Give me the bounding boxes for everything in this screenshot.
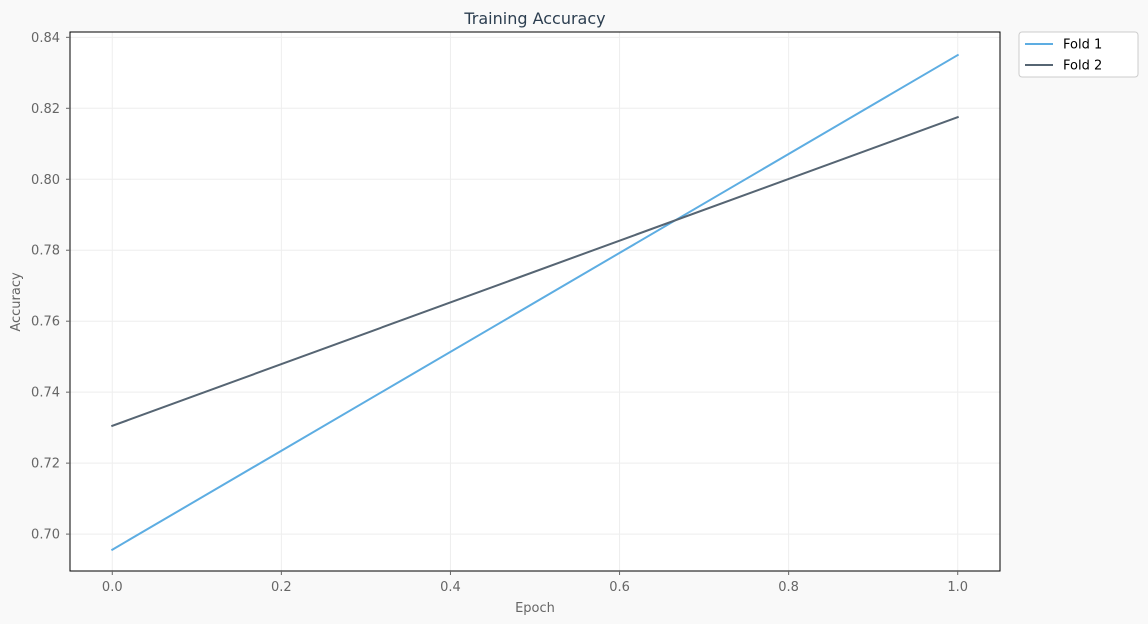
x-tick-label: 1.0 xyxy=(947,580,968,595)
x-axis-ticks: 0.0 0.2 0.4 0.6 0.8 1.0 xyxy=(102,571,968,595)
x-tick-label: 0.0 xyxy=(102,580,123,595)
y-tick-label: 0.80 xyxy=(31,173,60,188)
chart-title: Training Accuracy xyxy=(463,9,605,28)
legend-label: Fold 1 xyxy=(1063,38,1102,53)
y-tick-label: 0.84 xyxy=(31,31,60,46)
series-line-2 xyxy=(110,115,960,428)
y-tick-label: 0.74 xyxy=(31,386,60,401)
legend: Fold 1 Fold 2 xyxy=(1018,31,1139,78)
y-tick-label: 0.76 xyxy=(31,315,60,330)
y-axis-label: Accuracy xyxy=(9,272,24,332)
y-tick-label: 0.72 xyxy=(31,457,60,472)
y-axis-ticks: 0.70 0.72 0.74 0.76 0.78 0.80 0.82 0.84 xyxy=(31,31,70,543)
series-lines xyxy=(110,53,960,552)
x-tick-label: 0.4 xyxy=(440,580,461,595)
legend-label: Fold 2 xyxy=(1063,59,1102,74)
y-tick-label: 0.70 xyxy=(31,528,60,543)
x-tick-label: 0.2 xyxy=(271,580,292,595)
x-axis-label: Epoch xyxy=(515,601,555,616)
x-tick-label: 0.8 xyxy=(778,580,799,595)
x-tick-label: 0.6 xyxy=(609,580,630,595)
y-tick-label: 0.82 xyxy=(31,102,60,117)
series-line-1 xyxy=(110,53,960,552)
plot-frame xyxy=(69,31,1001,572)
y-tick-label: 0.78 xyxy=(31,244,60,259)
